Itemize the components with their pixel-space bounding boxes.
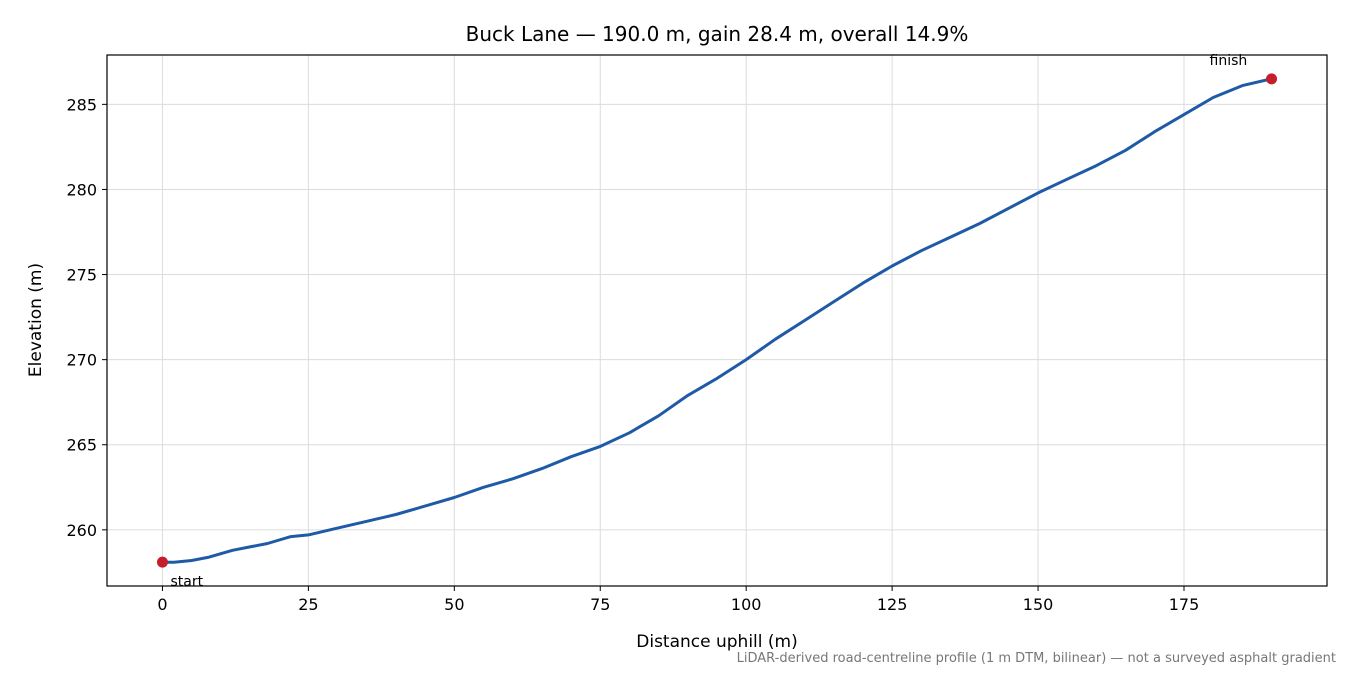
elevation-series-line [161, 77, 1273, 564]
x-tick-label: 25 [298, 595, 318, 614]
finish-annotation: finish [1210, 53, 1248, 69]
y-tick-label: 275 [66, 266, 97, 285]
x-tick-label: 175 [1169, 595, 1200, 614]
data-source-footnote: LiDAR-derived road-centreline profile (1… [736, 651, 1336, 666]
x-tick-label: 100 [731, 595, 762, 614]
y-tick-label: 270 [66, 351, 97, 370]
x-tick-label: 150 [1023, 595, 1054, 614]
start-annotation: start [170, 574, 203, 590]
x-tick-label: 75 [590, 595, 610, 614]
y-tick-label: 285 [66, 95, 97, 114]
x-axis-label: Distance uphill (m) [636, 632, 797, 652]
y-tick-label: 260 [66, 521, 97, 540]
chart-title: Buck Lane — 190.0 m, gain 28.4 m, overal… [466, 22, 969, 46]
x-tick-label: 0 [157, 595, 167, 614]
plot-frame [106, 54, 1328, 587]
grid-lines [107, 55, 1327, 586]
x-tick-label: 50 [444, 595, 464, 614]
x-axis-ticks: 0 25 50 75 100 125 150 175 [157, 586, 1199, 614]
x-tick-label: 125 [877, 595, 908, 614]
y-axis-label: Elevation (m) [26, 263, 46, 377]
finish-marker [1266, 73, 1278, 85]
y-tick-label: 280 [66, 180, 97, 199]
marker-group: start finish [156, 53, 1278, 590]
series-group [161, 77, 1273, 564]
y-tick-label: 265 [66, 436, 97, 455]
start-marker [156, 556, 168, 568]
y-axis-ticks: 260 265 270 275 280 285 [66, 95, 107, 540]
